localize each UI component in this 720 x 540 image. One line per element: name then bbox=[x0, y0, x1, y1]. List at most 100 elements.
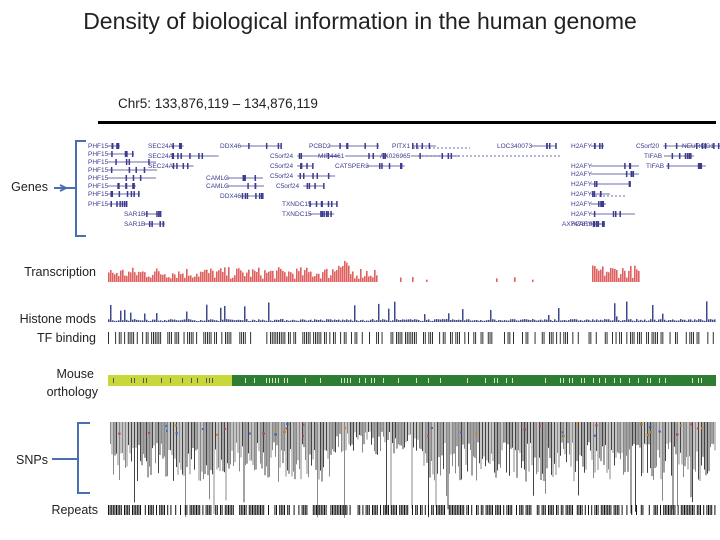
histone-bar bbox=[344, 320, 346, 322]
tf-tick bbox=[154, 332, 156, 344]
gene-exon bbox=[262, 193, 264, 199]
tf-tick bbox=[626, 332, 628, 344]
histone-bar bbox=[550, 319, 552, 322]
gene-exon bbox=[111, 151, 113, 157]
histone-bar bbox=[562, 320, 564, 322]
tf-tick bbox=[595, 332, 597, 344]
transcription-bar bbox=[194, 276, 196, 282]
repeat-tick bbox=[671, 505, 673, 515]
tf-tick bbox=[307, 332, 309, 344]
gene-exon bbox=[598, 201, 600, 207]
snp-column bbox=[650, 422, 651, 469]
histone-bar bbox=[358, 320, 360, 322]
snp-column bbox=[186, 422, 188, 468]
snp-column bbox=[687, 422, 689, 470]
repeat-tick bbox=[344, 505, 346, 515]
snp-column bbox=[182, 422, 183, 475]
tf-tick bbox=[432, 332, 433, 344]
transcription-bar bbox=[248, 269, 250, 282]
transcription-bar bbox=[604, 275, 606, 282]
transcription-bar bbox=[116, 273, 118, 282]
gene-label: NEUROG1 bbox=[682, 143, 715, 150]
repeat-tick bbox=[480, 505, 482, 515]
tf-tick bbox=[295, 332, 297, 344]
repeat-tick bbox=[527, 505, 529, 515]
histone-bar bbox=[564, 319, 566, 322]
tf-tick bbox=[606, 332, 608, 344]
transcription-bar bbox=[138, 271, 140, 282]
tf-tick bbox=[423, 332, 424, 344]
gene-exon bbox=[546, 143, 548, 149]
snp-speck bbox=[274, 433, 277, 436]
transcription-bar bbox=[612, 268, 614, 282]
repeat-tick bbox=[552, 505, 554, 515]
histone-bar bbox=[328, 319, 330, 322]
repeat-tick bbox=[700, 505, 701, 515]
repeat-tick bbox=[287, 505, 289, 515]
snp-column bbox=[233, 422, 234, 466]
gene-exon bbox=[603, 221, 605, 227]
snp-column bbox=[117, 422, 119, 466]
transcription-bar bbox=[260, 275, 262, 282]
snp-column bbox=[224, 422, 225, 473]
histone-bar bbox=[226, 319, 228, 322]
histone-bar bbox=[146, 319, 148, 322]
histone-bar bbox=[330, 319, 332, 322]
histone-bar bbox=[340, 320, 342, 322]
repeat-tick bbox=[228, 505, 229, 515]
gene-exon bbox=[428, 143, 431, 149]
repeat-tick bbox=[509, 505, 511, 515]
snp-speck bbox=[595, 424, 598, 427]
gene-exon bbox=[146, 211, 148, 217]
histone-bar bbox=[634, 320, 636, 322]
gene-exon bbox=[159, 221, 161, 227]
mouse-gap bbox=[560, 378, 561, 383]
repeat-tick bbox=[439, 505, 441, 515]
tf-tick bbox=[120, 332, 122, 344]
histone-bar bbox=[408, 319, 410, 322]
snp-column bbox=[591, 422, 593, 460]
snp-column bbox=[111, 422, 113, 455]
repeat-tick bbox=[396, 505, 397, 515]
transcription-bar bbox=[242, 272, 244, 282]
snp-column bbox=[219, 422, 221, 472]
transcription-bar bbox=[246, 272, 248, 282]
histone-bar bbox=[374, 320, 376, 322]
gene-exon bbox=[130, 191, 133, 197]
snp-column bbox=[426, 422, 428, 463]
tf-tick bbox=[160, 332, 162, 344]
snp-column bbox=[648, 422, 650, 445]
snp-column bbox=[174, 422, 176, 459]
gene-label: C5orf20 bbox=[636, 143, 660, 150]
histone-bar bbox=[254, 320, 256, 322]
transcription-bar bbox=[160, 274, 162, 282]
mouse-gap bbox=[134, 378, 135, 383]
histone-bar bbox=[650, 319, 652, 322]
snp-column bbox=[149, 422, 150, 467]
transcription-bar bbox=[264, 270, 266, 282]
gene-exon bbox=[416, 143, 418, 149]
repeat-tick bbox=[432, 505, 434, 515]
histone-bar bbox=[710, 319, 712, 322]
tf-tick bbox=[390, 332, 392, 344]
repeat-tick bbox=[288, 505, 290, 515]
snp-column bbox=[705, 422, 707, 476]
transcription-bar bbox=[272, 270, 274, 282]
gene-exon bbox=[325, 211, 328, 217]
snp-column bbox=[600, 422, 602, 462]
repeat-tick bbox=[536, 505, 538, 515]
histone-bar bbox=[434, 319, 436, 322]
tf-tick bbox=[689, 332, 691, 344]
histone-bar bbox=[494, 319, 496, 322]
transcription-bar bbox=[630, 265, 632, 282]
transcription-bar bbox=[340, 267, 342, 282]
tf-tick bbox=[588, 332, 590, 344]
tf-tick bbox=[491, 332, 493, 344]
snp-column bbox=[534, 422, 536, 458]
transcription-bar bbox=[226, 275, 228, 282]
snp-column bbox=[152, 422, 153, 449]
snp-column bbox=[393, 422, 395, 454]
snp-column bbox=[711, 422, 713, 444]
snp-speck bbox=[561, 431, 564, 434]
snp-column bbox=[180, 422, 182, 470]
